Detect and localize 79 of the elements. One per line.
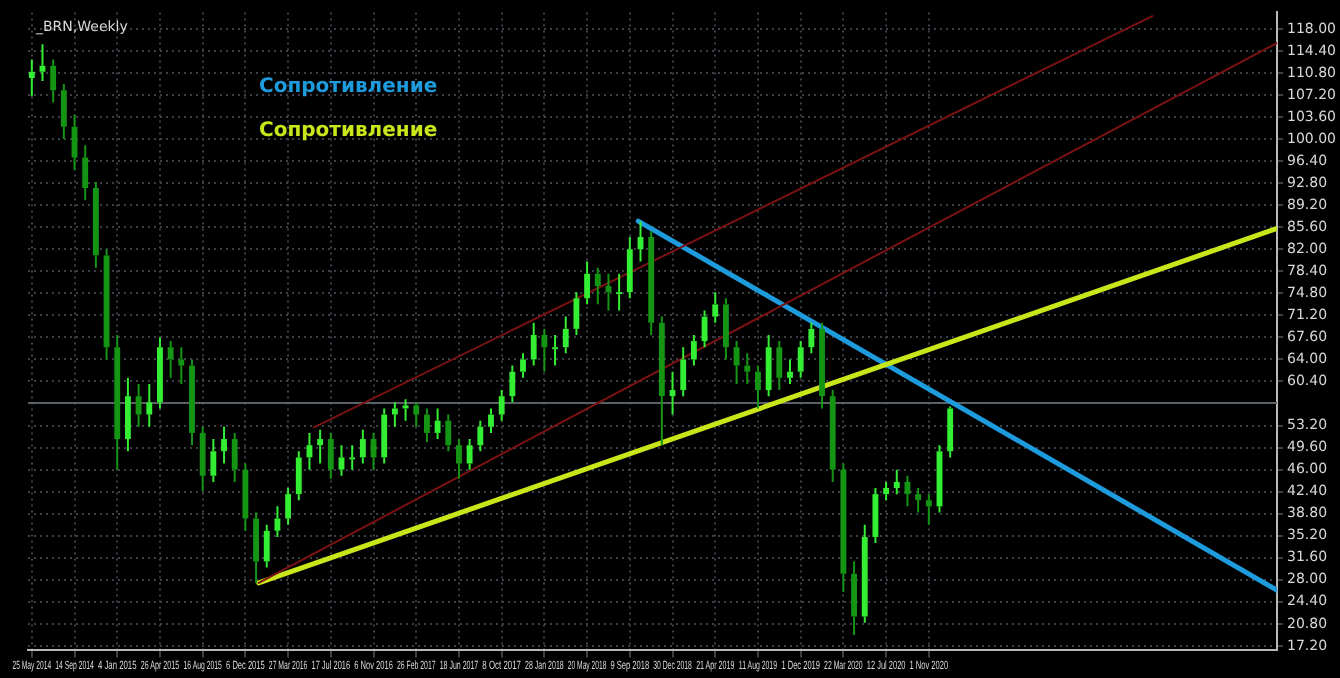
candlestick: [124, 376, 131, 453]
candlestick: [872, 487, 879, 545]
candlestick: [114, 333, 121, 471]
text: Сопротивление: [259, 119, 438, 142]
candlestick: [285, 487, 292, 526]
candlestick: [434, 407, 441, 441]
candlestick: [221, 425, 227, 465]
candlestick: [466, 438, 473, 471]
candlestick: [680, 346, 687, 398]
candlestick: [851, 560, 857, 636]
candlestick: [274, 505, 281, 538]
candlestick: [295, 450, 302, 502]
candlestick: [103, 248, 110, 361]
candlestick: [541, 327, 548, 373]
candlestick: [242, 462, 249, 532]
candlestick: [925, 493, 932, 526]
candlestick: [381, 407, 388, 465]
candlestick: [883, 480, 890, 502]
candlestick: [787, 358, 793, 385]
candlestick: [263, 523, 270, 569]
candlestick: [327, 431, 334, 480]
candlestick: [178, 346, 185, 385]
candlestick: [28, 58, 35, 98]
candlestick: [498, 389, 505, 422]
candlestick: [722, 297, 729, 361]
candlestick: [253, 511, 259, 584]
candlestick: [92, 180, 99, 269]
candlestick: [509, 364, 516, 404]
candlestick: [135, 382, 142, 428]
candlestick: [584, 260, 591, 306]
candlestick: [744, 352, 751, 385]
candlestick: [157, 336, 163, 410]
candlestick: [50, 58, 57, 104]
candlestick: [829, 389, 836, 483]
candlestick: [658, 315, 665, 447]
candlestick: [199, 425, 206, 493]
candlestick: [359, 428, 366, 465]
candlestick: [530, 321, 537, 367]
candlestick: [690, 333, 697, 367]
candlestick: [210, 438, 217, 483]
candlestick: [317, 428, 324, 465]
candlestick: [701, 309, 708, 349]
candlestick: [893, 468, 900, 496]
candlestick: [413, 401, 420, 428]
candlestick: [189, 358, 195, 447]
candlestick: [402, 398, 409, 422]
candlestick: [167, 340, 174, 379]
candlestick: [776, 340, 783, 392]
candlestick: [456, 438, 462, 480]
candlestick: [861, 523, 868, 624]
candlestick: [626, 236, 633, 300]
candlestick: [477, 419, 484, 453]
candlestick: [338, 444, 345, 477]
candlestick: [733, 340, 740, 385]
candlestick: [60, 83, 67, 141]
candlestick: [755, 364, 761, 410]
candlestick: [797, 340, 804, 379]
candlestick: [488, 407, 494, 434]
candlestick: [423, 407, 430, 444]
candlestick: [562, 315, 569, 355]
candlestick: [552, 333, 558, 367]
candlestick: [840, 462, 847, 594]
candlestick: [445, 413, 452, 453]
candlestick: [765, 333, 772, 398]
candlestick: [146, 382, 153, 428]
candlestick: [819, 321, 825, 410]
candlestick: [391, 401, 398, 428]
candlestick: [712, 291, 719, 324]
candlestick: [616, 272, 623, 312]
text: Сопротивление: [259, 75, 438, 98]
candlestick: [648, 229, 655, 336]
candlestick: [349, 444, 356, 471]
candlestick: [520, 352, 526, 379]
candlestick: [808, 321, 815, 355]
candlestick: [915, 487, 922, 514]
candlestick: [231, 431, 238, 483]
candlestick: [82, 144, 89, 202]
candlestick: [573, 291, 580, 336]
candlestick: [594, 266, 601, 306]
